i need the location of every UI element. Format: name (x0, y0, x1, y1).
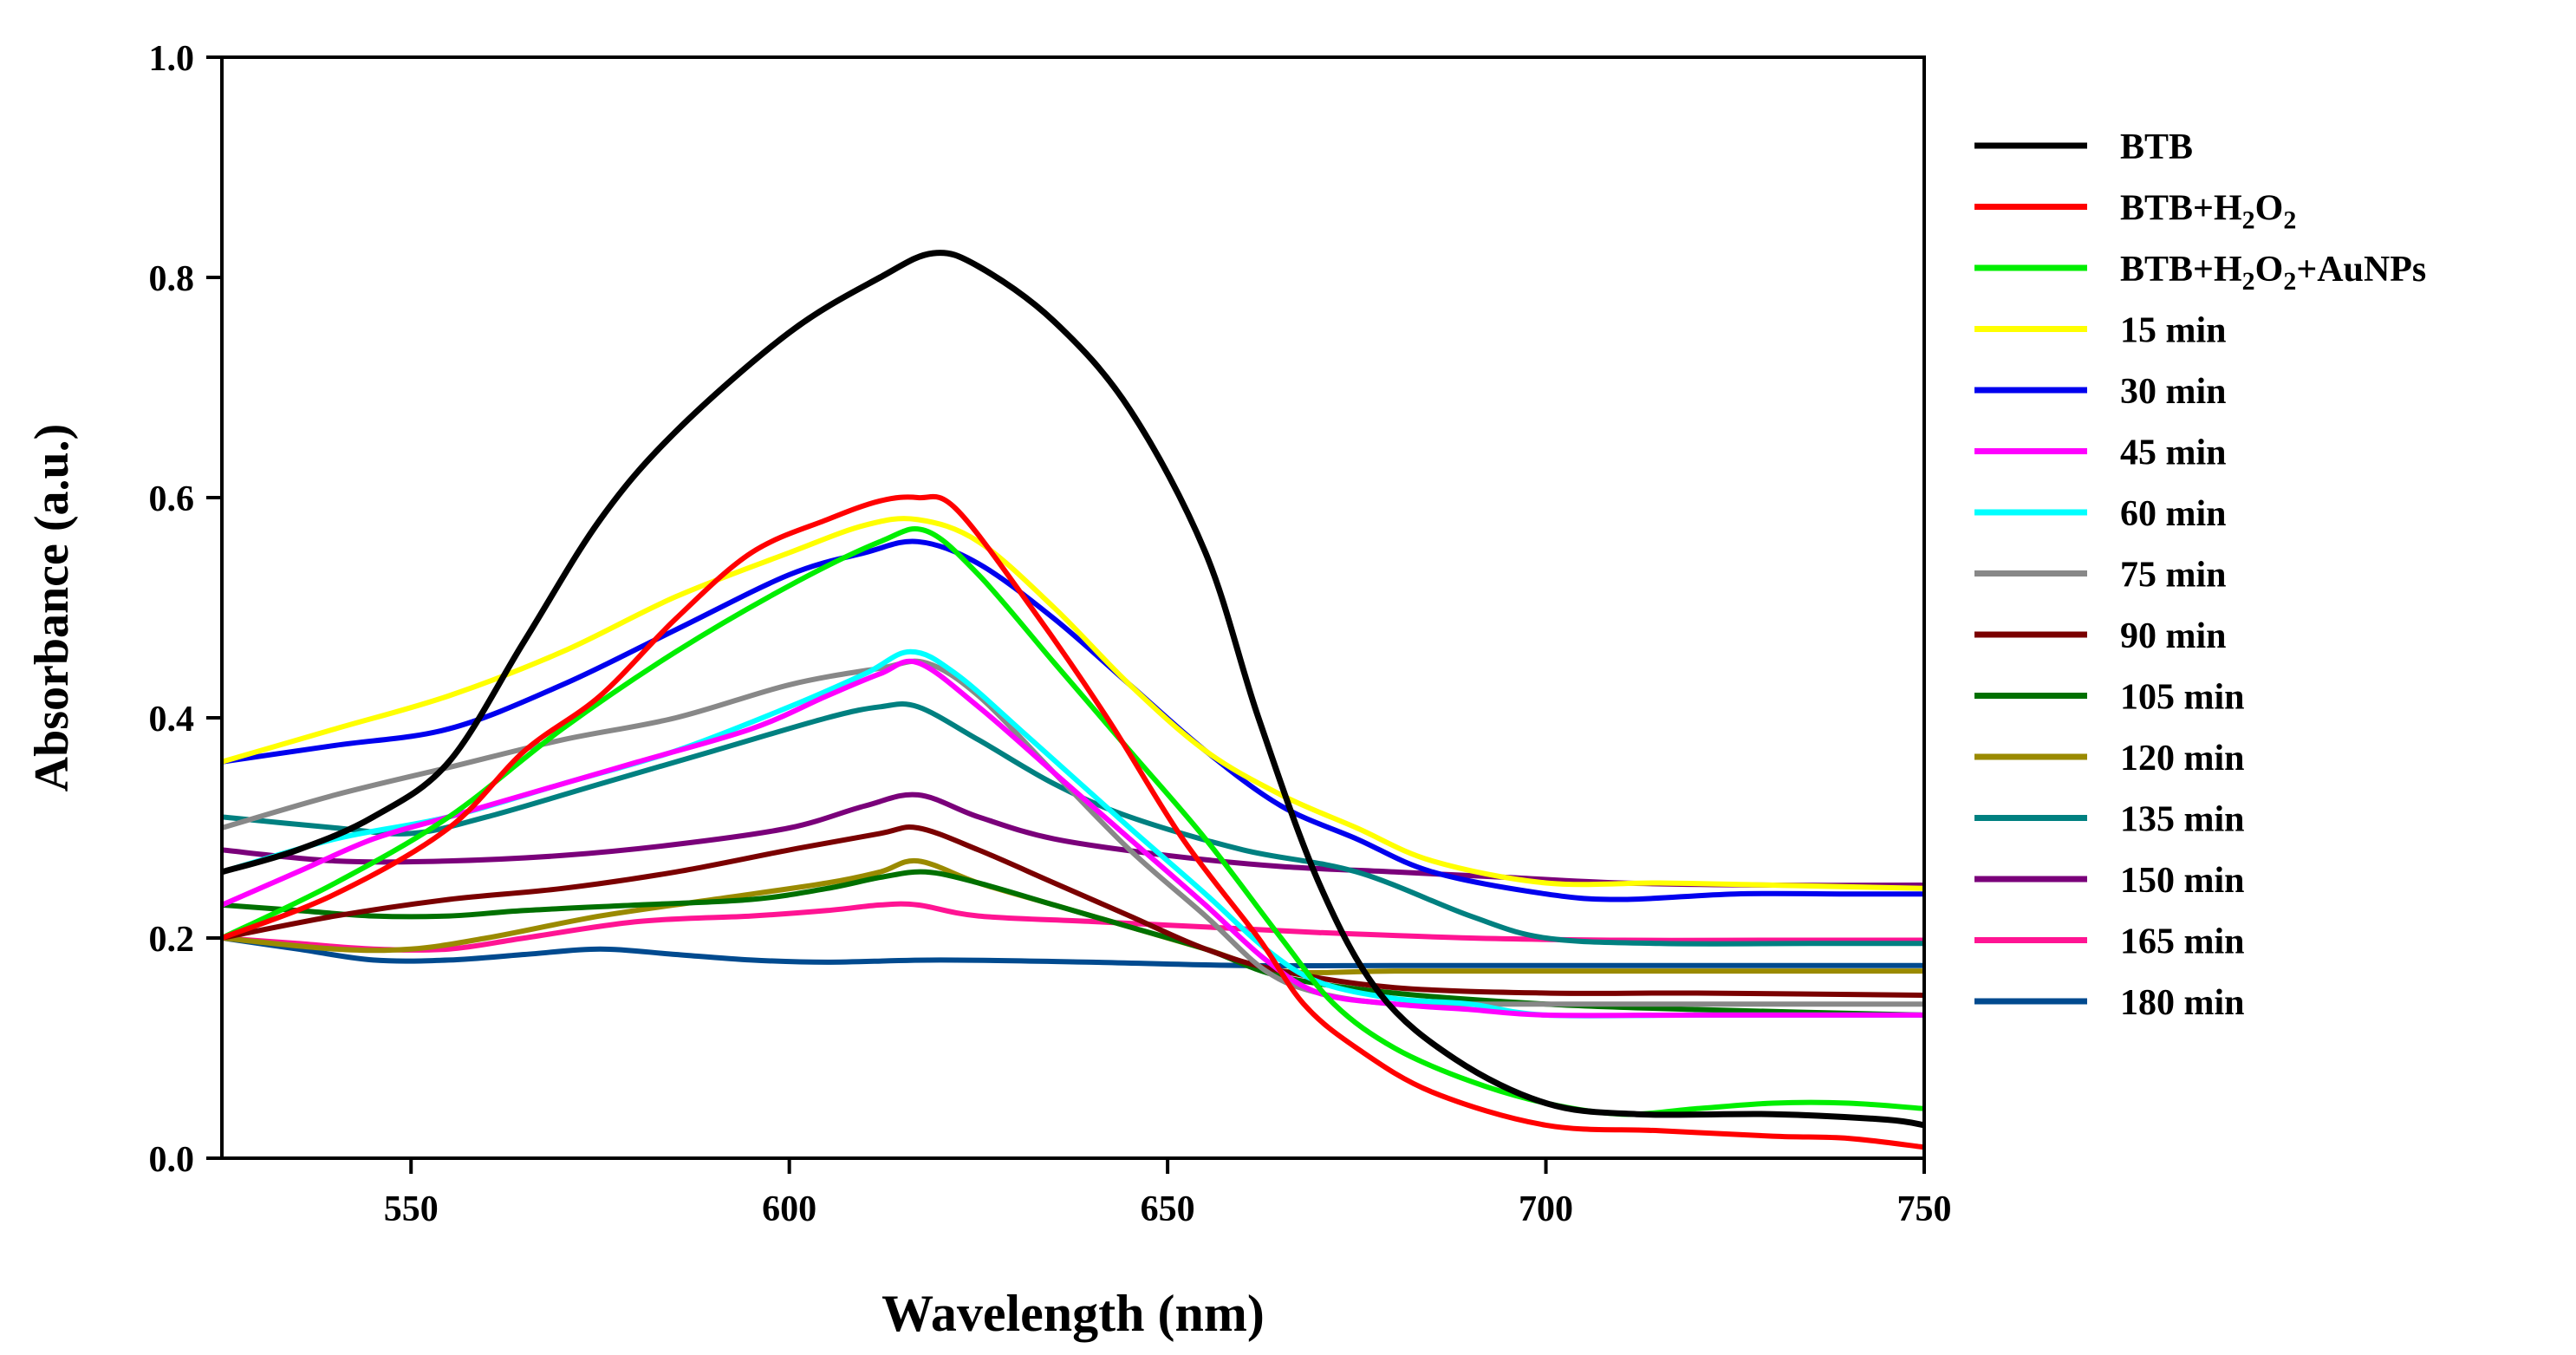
legend-label: 120 min (2120, 739, 2245, 778)
series-line-30-min (222, 538, 1924, 902)
x-tick-label: 700 (1519, 1189, 1573, 1229)
series-line-15-min (222, 516, 1924, 891)
legend-label: 135 min (2120, 800, 2245, 840)
x-tick-label: 650 (1141, 1189, 1195, 1229)
legend-item: 60 min (1974, 494, 2227, 534)
legend-label: 15 min (2120, 311, 2227, 351)
legend-label: BTB+H2O2 (2120, 189, 2296, 235)
y-axis-ticks: 0.0 0.2 0.4 0.6 0.8 1.0 (149, 39, 222, 1180)
y-tick-label: 0.4 (149, 700, 195, 739)
legend-item: BTB (1974, 127, 2193, 167)
y-tick-label: 0.2 (149, 920, 195, 960)
legend-label: 150 min (2120, 861, 2245, 901)
legend: BTB BTB+H2O2 BTB+H2O2+AuNPs 15 min 30 min 45 … (1974, 127, 2426, 1023)
legend-item: BTB+H2O2+AuNPs (1974, 250, 2426, 296)
legend-item: 15 min (1974, 311, 2227, 351)
legend-label: 165 min (2120, 922, 2245, 962)
legend-label: 75 min (2120, 556, 2227, 596)
y-tick-label: 0.8 (149, 259, 195, 299)
series-line-90-min (222, 824, 1924, 998)
y-tick-label: 0.0 (149, 1140, 195, 1180)
plot-frame (220, 55, 1926, 1160)
legend-item: 120 min (1974, 739, 2245, 778)
x-tick-label: 600 (762, 1189, 816, 1229)
legend-item: 75 min (1974, 556, 2227, 596)
legend-label: 180 min (2120, 983, 2245, 1023)
legend-label: 105 min (2120, 678, 2245, 718)
legend-item: 165 min (1974, 922, 2245, 962)
y-axis-title: Absorbance (a.u.) (25, 424, 79, 792)
series-line-135-min (222, 700, 1924, 947)
legend-label: 90 min (2120, 616, 2227, 656)
x-tick-label: 750 (1897, 1189, 1952, 1229)
legend-item: 90 min (1974, 616, 2227, 656)
y-tick-label: 0.6 (149, 479, 195, 519)
series-line-btb-h2o2 (222, 493, 1924, 1150)
series-line-45-min (222, 658, 1924, 1019)
legend-item: 30 min (1974, 372, 2227, 412)
legend-label: BTB (2120, 127, 2193, 167)
series-lines (222, 250, 1924, 1150)
legend-item: 150 min (1974, 861, 2245, 901)
x-axis-ticks: 550 600 650 700 750 (384, 1158, 1952, 1229)
x-axis-title: Wavelength (nm) (881, 1285, 1265, 1342)
series-line-180-min (222, 935, 1924, 969)
series-line-btb (222, 250, 1924, 1129)
legend-item: 135 min (1974, 800, 2245, 840)
legend-label: 30 min (2120, 372, 2227, 412)
legend-label: BTB+H2O2+AuNPs (2120, 250, 2426, 296)
x-tick-label: 550 (384, 1189, 439, 1229)
legend-label: 60 min (2120, 494, 2227, 534)
series-line-150-min (222, 792, 1924, 889)
legend-item: 180 min (1974, 983, 2245, 1023)
legend-item: 105 min (1974, 678, 2245, 718)
legend-item: 45 min (1974, 433, 2227, 473)
legend-item: BTB+H2O2 (1974, 189, 2296, 235)
y-tick-label: 1.0 (149, 39, 195, 79)
legend-label: 45 min (2120, 433, 2227, 473)
